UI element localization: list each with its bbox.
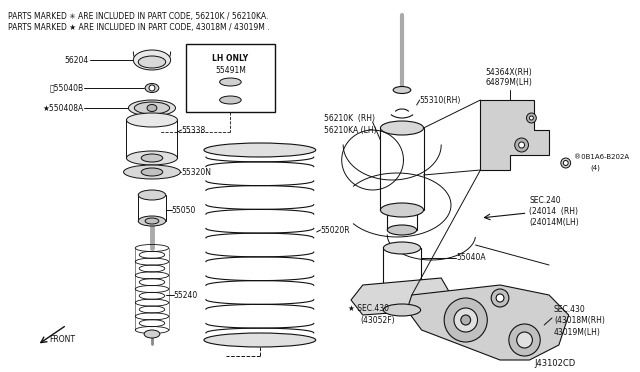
Text: 55050: 55050 [172,205,196,215]
Ellipse shape [145,218,159,224]
Text: SEC.240: SEC.240 [529,196,561,205]
Circle shape [509,324,540,356]
Ellipse shape [383,242,420,254]
Text: 55491M: 55491M [215,65,246,74]
Circle shape [461,315,470,325]
Ellipse shape [129,100,175,116]
Circle shape [527,113,536,123]
Circle shape [496,294,504,302]
Ellipse shape [138,56,166,68]
Ellipse shape [138,190,166,200]
Circle shape [529,116,533,120]
Circle shape [444,298,487,342]
Text: LH ONLY: LH ONLY [212,54,248,62]
Text: SEC.430: SEC.430 [554,305,586,314]
Text: 55240: 55240 [173,291,198,299]
Text: 55320N: 55320N [181,167,211,176]
Text: 56210KA (LH): 56210KA (LH) [324,125,376,135]
Text: 64879M(LH): 64879M(LH) [485,77,532,87]
Text: ⌳55040B: ⌳55040B [49,83,83,93]
Text: 55338: 55338 [181,125,205,135]
Ellipse shape [387,225,417,235]
Ellipse shape [393,87,411,93]
Ellipse shape [220,96,241,104]
Text: PARTS MARKED ★ ARE INCLUDED IN PART CODE, 43018M / 43019M .: PARTS MARKED ★ ARE INCLUDED IN PART CODE… [8,23,269,32]
Text: ®0B1A6-B202A: ®0B1A6-B202A [573,154,628,160]
Ellipse shape [134,102,170,114]
Text: ★550408A: ★550408A [42,103,83,112]
Ellipse shape [127,151,177,165]
Circle shape [563,160,568,166]
Ellipse shape [147,105,157,112]
Text: (24014  (RH): (24014 (RH) [529,206,579,215]
Ellipse shape [138,216,166,226]
Circle shape [149,85,155,91]
Ellipse shape [133,50,171,70]
Circle shape [516,332,532,348]
Text: 56210K  (RH): 56210K (RH) [324,113,374,122]
Text: J43102CD: J43102CD [534,359,575,368]
Circle shape [561,158,571,168]
Text: 56204: 56204 [64,55,88,64]
Circle shape [518,142,525,148]
Text: 55040A: 55040A [456,253,486,263]
Circle shape [454,308,477,332]
Text: 43019M(LH): 43019M(LH) [554,327,601,337]
Text: (24014M(LH): (24014M(LH) [529,218,579,227]
Ellipse shape [141,154,163,162]
Ellipse shape [380,121,424,135]
Polygon shape [351,278,451,315]
Text: ★ SEC.430: ★ SEC.430 [348,304,389,312]
Polygon shape [481,100,549,170]
Text: 55310(RH): 55310(RH) [420,96,461,105]
Ellipse shape [127,113,177,127]
Ellipse shape [141,168,163,176]
Ellipse shape [204,333,316,347]
Text: FRONT: FRONT [49,336,75,344]
Circle shape [515,138,529,152]
Polygon shape [407,285,569,360]
Bar [186,44,275,112]
Text: (4): (4) [590,165,600,171]
Ellipse shape [124,165,180,179]
Circle shape [492,289,509,307]
Ellipse shape [383,304,420,316]
Ellipse shape [144,330,160,338]
Text: (43052F): (43052F) [361,315,396,324]
Text: PARTS MARKED ✳ ARE INCLUDED IN PART CODE, 56210K / 56210KA.: PARTS MARKED ✳ ARE INCLUDED IN PART CODE… [8,12,268,21]
Ellipse shape [220,78,241,86]
Text: 54364X(RH): 54364X(RH) [485,67,532,77]
Ellipse shape [204,143,316,157]
Ellipse shape [145,83,159,93]
Text: (43018M(RH): (43018M(RH) [554,317,605,326]
Ellipse shape [380,203,424,217]
Text: 55020R: 55020R [321,225,350,234]
